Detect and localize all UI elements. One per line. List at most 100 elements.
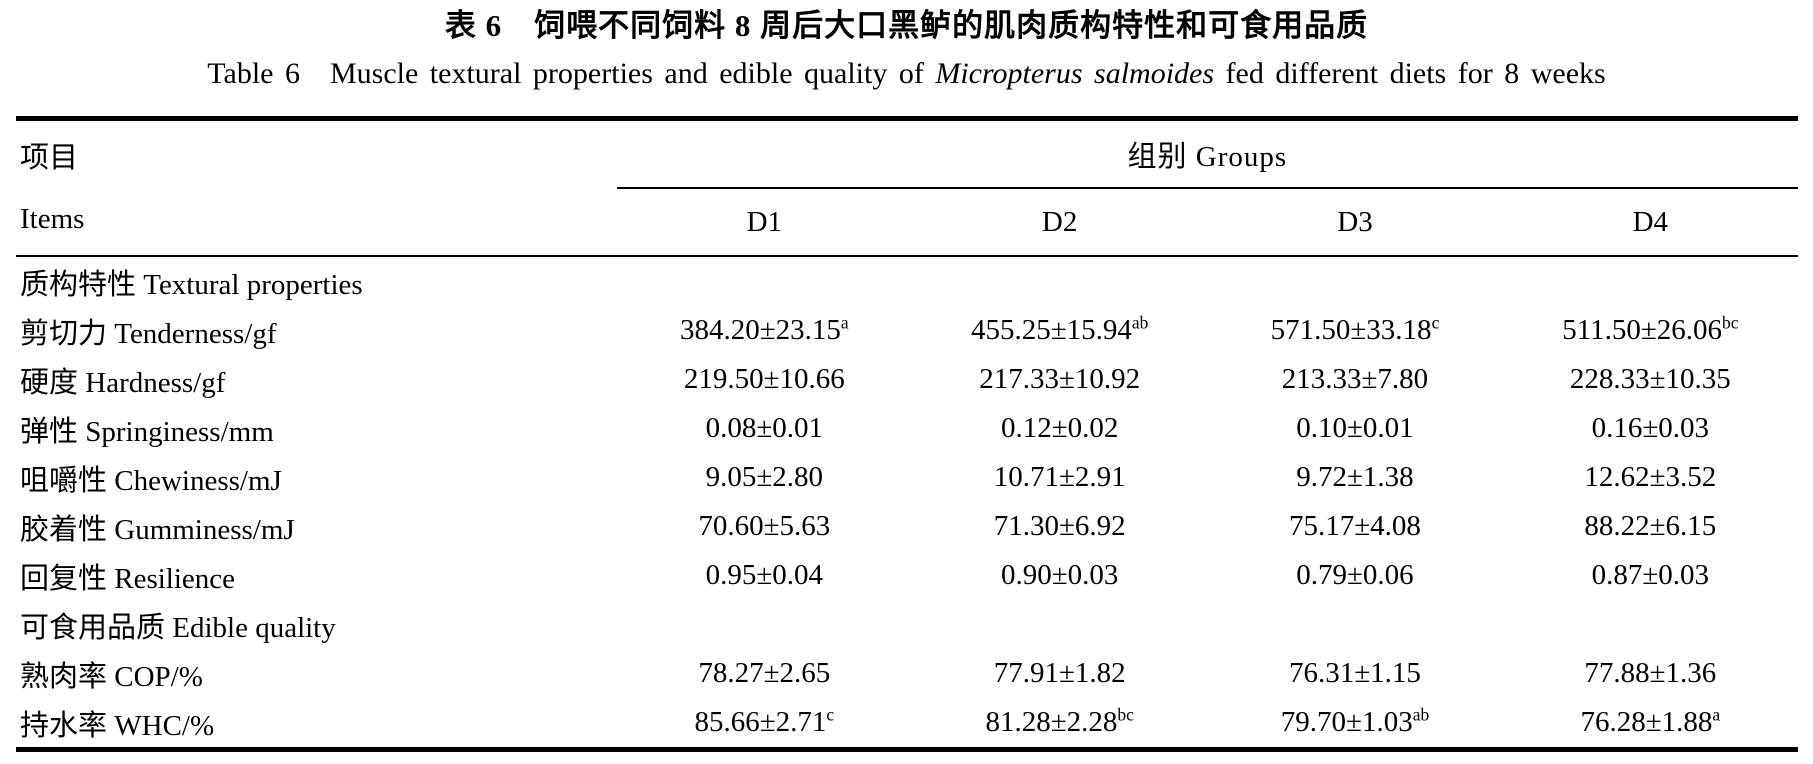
- table-cell: 0.08±0.01: [617, 404, 912, 453]
- table-cell: 9.72±1.38: [1207, 453, 1502, 502]
- cell-mean-sd: 76.31±1.15: [1289, 657, 1421, 689]
- column-header-d1: D1: [616, 188, 912, 257]
- table-cell: 219.50±10.66: [617, 355, 912, 404]
- table-cell: 0.95±0.04: [617, 551, 912, 600]
- table-cell: 0.87±0.03: [1503, 551, 1798, 600]
- table-cell: 571.50±33.18c: [1207, 306, 1502, 355]
- cell-mean-sd: 77.91±1.82: [993, 657, 1126, 689]
- table-cell: 0.16±0.03: [1503, 404, 1798, 453]
- cell-mean-sd: 0.95±0.04: [705, 559, 824, 591]
- row-label: 熟肉率 COP/%: [20, 660, 203, 693]
- table-cell: [1503, 256, 1798, 306]
- table-title-en-prefix: Table 6 Muscle textural properties and e…: [207, 57, 936, 90]
- cell-mean-sd: 12.62±3.52: [1584, 461, 1717, 493]
- significance-superscript: ab: [1131, 312, 1149, 333]
- table-cell: 76.31±1.15: [1207, 649, 1502, 698]
- table-cell: 85.66±2.71c: [617, 698, 912, 750]
- significance-superscript: c: [826, 704, 835, 725]
- cell-mean-sd: 213.33±7.80: [1281, 363, 1429, 395]
- cell-mean-sd: 219.50±10.66: [683, 363, 845, 395]
- cell-mean-sd: 10.71±2.91: [993, 461, 1126, 493]
- table-cell: 77.91±1.82: [912, 649, 1207, 698]
- significance-superscript: a: [1712, 704, 1721, 725]
- table-cell: 81.28±2.28bc: [912, 698, 1207, 750]
- table-cell: 12.62±3.52: [1503, 453, 1798, 502]
- cell-mean-sd: 0.10±0.01: [1296, 412, 1414, 444]
- cell-mean-sd: 0.12±0.02: [1000, 412, 1119, 444]
- table-title-en-suffix: fed different diets for 8 weeks: [1214, 57, 1606, 90]
- table-row: 胶着性 Gumminess/mJ 70.60±5.63 71.30±6.92 75.1…: [16, 502, 1798, 551]
- cell-mean-sd: 70.60±5.63: [698, 510, 831, 542]
- cell-mean-sd: 228.33±10.35: [1569, 363, 1731, 395]
- cell-mean-sd: 455.25±15.94: [970, 314, 1132, 346]
- cell-mean-sd: 0.08±0.01: [705, 412, 824, 444]
- column-header-d4: D4: [1502, 188, 1798, 257]
- table-titles: 表 6 饲喂不同饲料 8 周后大口黑鲈的肌肉质构特性和可食用品质 Table 6…: [0, 0, 1813, 94]
- significance-superscript: a: [840, 312, 849, 333]
- row-label: 胶着性 Gumminess/mJ: [20, 513, 295, 546]
- table-cell: [912, 256, 1207, 306]
- section-row: 质构特性 Textural properties: [16, 256, 1798, 306]
- header-row-groups: 项目 Items 组别 Groups: [16, 118, 1798, 257]
- table-row: 回复性 Resilience 0.95±0.04 0.90±0.03 0.79±0.0…: [16, 551, 1798, 600]
- header-row-columns: D1 D2 D3 D4: [16, 188, 1798, 257]
- cell-mean-sd: 384.20±23.15: [679, 314, 841, 346]
- table-cell: 9.05±2.80: [617, 453, 912, 502]
- table-cell: [1207, 256, 1502, 306]
- cell-mean-sd: 0.90±0.03: [1000, 559, 1119, 591]
- table-cell: [617, 256, 912, 306]
- table-cell: 455.25±15.94ab: [912, 306, 1207, 355]
- section-label: 质构特性 Textural properties: [20, 268, 363, 301]
- row-label: 硬度 Hardness/gf: [20, 366, 226, 399]
- table-cell: [1207, 600, 1502, 649]
- cell-mean-sd: 88.22±6.15: [1584, 510, 1717, 542]
- table-cell: 79.70±1.03ab: [1207, 698, 1502, 750]
- table-cell: 77.88±1.36: [1503, 649, 1798, 698]
- table-row: 硬度 Hardness/gf 219.50±10.66 217.33±10.92 21…: [16, 355, 1798, 404]
- column-header-d3: D3: [1207, 188, 1503, 257]
- table-row: 咀嚼性 Chewiness/mJ 9.05±2.80 10.71±2.91 9.72±…: [16, 453, 1798, 502]
- table-body: 质构特性 Textural properties 剪切力 Tenderness/g…: [16, 256, 1798, 750]
- table-cell: 75.17±4.08: [1207, 502, 1502, 551]
- groups-header-cell: 组别 Groups: [616, 118, 1798, 189]
- cell-mean-sd: 511.50±26.06: [1562, 314, 1723, 346]
- row-label: 回复性 Resilience: [20, 562, 236, 595]
- cell-mean-sd: 217.33±10.92: [979, 363, 1141, 395]
- cell-mean-sd: 76.28±1.88: [1580, 706, 1713, 738]
- table-cell: 0.90±0.03: [912, 551, 1207, 600]
- row-label: 咀嚼性 Chewiness/mJ: [20, 464, 282, 497]
- table-cell: 10.71±2.91: [912, 453, 1207, 502]
- cell-mean-sd: 0.87±0.03: [1591, 559, 1710, 591]
- significance-superscript: ab: [1412, 704, 1430, 725]
- section-label: 可食用品质 Edible quality: [20, 611, 336, 644]
- cell-mean-sd: 75.17±4.08: [1289, 510, 1421, 542]
- table-row: 弹性 Springiness/mm 0.08±0.01 0.12±0.02 0.10±…: [16, 404, 1798, 453]
- cell-mean-sd: 71.30±6.92: [993, 510, 1126, 542]
- table-header: 项目 Items 组别 Groups D1 D2 D3 D4: [16, 118, 1798, 257]
- items-label-en: Items: [20, 202, 85, 235]
- table-cell: [1503, 600, 1798, 649]
- significance-superscript: bc: [1722, 312, 1739, 333]
- row-label: 持水率 WHC/%: [20, 709, 215, 742]
- table-row: 剪切力 Tenderness/gf 384.20±23.15a 455.25±15.…: [16, 306, 1798, 355]
- cell-mean-sd: 81.28±2.28: [985, 706, 1118, 738]
- table-cell: 511.50±26.06bc: [1503, 306, 1798, 355]
- table-cell: 70.60±5.63: [617, 502, 912, 551]
- table-cell: 0.12±0.02: [912, 404, 1207, 453]
- column-header-d2: D2: [911, 188, 1208, 257]
- table-title-zh: 表 6 饲喂不同饲料 8 周后大口黑鲈的肌肉质构特性和可食用品质: [444, 8, 1369, 43]
- table-cell: 0.10±0.01: [1207, 404, 1502, 453]
- row-label: 弹性 Springiness/mm: [20, 415, 274, 448]
- table-cell: 71.30±6.92: [912, 502, 1207, 551]
- cell-mean-sd: 78.27±2.65: [698, 657, 831, 689]
- table-cell: 78.27±2.65: [617, 649, 912, 698]
- cell-mean-sd: 0.16±0.03: [1591, 412, 1710, 444]
- table-cell: 0.79±0.06: [1207, 551, 1502, 600]
- items-label-zh: 项目: [20, 142, 79, 175]
- table-cell: [912, 600, 1207, 649]
- items-header-wrap: 项目 Items: [16, 121, 617, 249]
- table-cell: 384.20±23.15a: [617, 306, 912, 355]
- cell-mean-sd: 85.66±2.71: [694, 706, 827, 738]
- section-row: 可食用品质 Edible quality: [16, 600, 1798, 649]
